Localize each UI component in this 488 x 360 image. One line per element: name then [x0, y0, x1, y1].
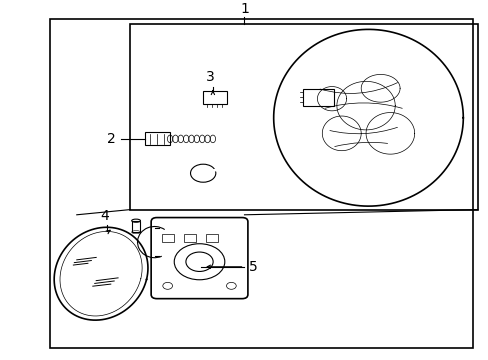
Bar: [203, 91, 227, 104]
Bar: [162, 234, 174, 242]
Bar: [131, 221, 140, 232]
Text: 2: 2: [107, 132, 116, 146]
Bar: [205, 234, 217, 242]
Text: 4: 4: [100, 209, 109, 223]
Text: 1: 1: [240, 2, 248, 16]
Bar: [144, 132, 170, 145]
Bar: [302, 89, 334, 105]
Bar: [50, 19, 472, 348]
Text: 3: 3: [205, 70, 214, 84]
Text: 5: 5: [249, 260, 258, 274]
Bar: [183, 234, 196, 242]
Bar: [130, 24, 477, 210]
